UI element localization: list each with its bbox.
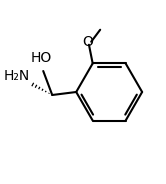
Text: O: O <box>82 36 93 49</box>
Text: HO: HO <box>31 51 52 65</box>
Text: H₂N: H₂N <box>3 69 30 83</box>
